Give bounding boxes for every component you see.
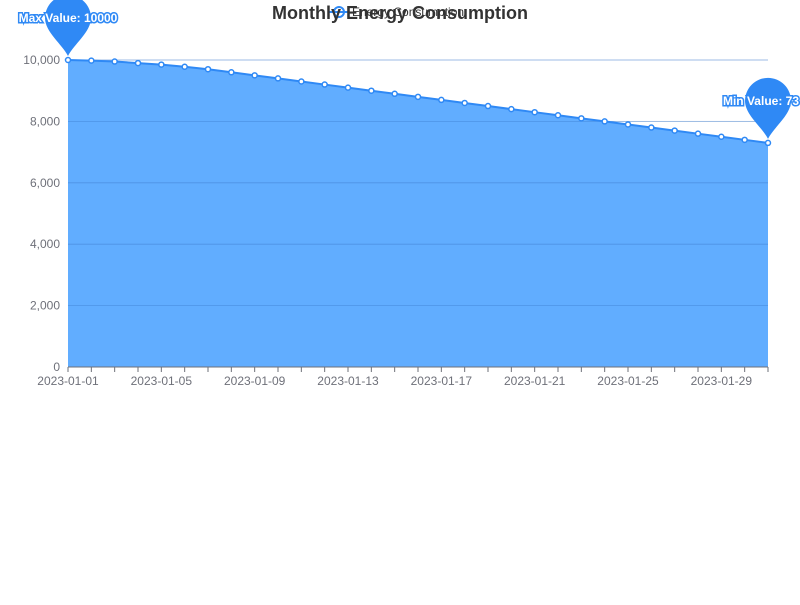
data-point[interactable] (158, 61, 165, 68)
pin-marker (45, 0, 91, 56)
y-tick-label: 6,000 (30, 176, 60, 190)
data-point[interactable] (134, 59, 142, 67)
pin-label: Min Value: 73 (723, 94, 799, 108)
data-point[interactable] (88, 57, 95, 64)
data-point[interactable] (484, 102, 492, 110)
x-tick-label: 2023-01-21 (504, 374, 566, 388)
y-tick-label: 10,000 (23, 53, 60, 67)
x-tick-label: 2023-01-29 (691, 374, 753, 388)
axis-layer: 0 2,000 4,000 6,000 8,000 10,000 2023-01-01 202… (23, 53, 769, 388)
x-tick-label: 2023-01-13 (317, 374, 379, 388)
data-point[interactable] (671, 127, 678, 134)
y-tick-label: 8,000 (30, 114, 60, 128)
data-point[interactable] (64, 56, 72, 64)
data-point[interactable] (624, 121, 632, 128)
data-point[interactable] (764, 139, 772, 147)
y-tick-label: 2,000 (30, 299, 60, 313)
series-area (68, 60, 768, 367)
x-tick-label: 2023-01-05 (131, 374, 193, 388)
data-point[interactable] (111, 58, 118, 65)
y-tick-label: 0 (53, 360, 60, 374)
x-tick-label: 2023-01-01 (37, 374, 99, 388)
data-point[interactable] (461, 99, 468, 107)
data-point[interactable] (251, 72, 258, 79)
legend-series-label[interactable]: Energy Consumption (352, 5, 464, 19)
pin-marker (745, 77, 791, 139)
data-point[interactable] (531, 108, 538, 116)
max-value-pin[interactable]: Max Value: 10000 (17, 0, 119, 56)
y-tick-label: 4,000 (30, 237, 60, 251)
pin-label: Max Value: 10000 (19, 11, 118, 25)
data-point[interactable] (578, 115, 585, 122)
data-point[interactable] (274, 75, 282, 82)
x-tick-label: 2023-01-25 (597, 374, 659, 388)
data-point[interactable] (741, 136, 748, 144)
chart-title: Monthly Energy Consumption (272, 3, 528, 23)
min-value-pin[interactable]: Min Value: 73 (721, 77, 800, 139)
data-point[interactable] (601, 118, 608, 125)
data-point[interactable] (391, 90, 398, 98)
legend[interactable]: Energy Consumption (329, 5, 464, 19)
data-point[interactable] (181, 63, 188, 71)
pins-layer: Max Value: 10000 Min Value: 73 (17, 0, 800, 139)
data-point[interactable] (438, 96, 445, 104)
x-tick-label: 2023-01-09 (224, 374, 286, 388)
area-layer (67, 59, 769, 367)
points-layer (64, 56, 772, 147)
data-point[interactable] (368, 87, 375, 94)
data-point[interactable] (694, 130, 702, 137)
data-point[interactable] (344, 84, 352, 91)
data-point[interactable] (648, 124, 655, 131)
x-tick-label: 2023-01-17 (411, 374, 473, 388)
data-point[interactable] (204, 65, 212, 73)
data-point[interactable] (414, 93, 422, 101)
data-point[interactable] (228, 69, 235, 76)
data-point[interactable] (718, 133, 725, 140)
data-point[interactable] (508, 105, 515, 113)
data-point[interactable] (321, 81, 328, 88)
data-point[interactable] (298, 78, 305, 85)
data-point[interactable] (554, 112, 562, 119)
